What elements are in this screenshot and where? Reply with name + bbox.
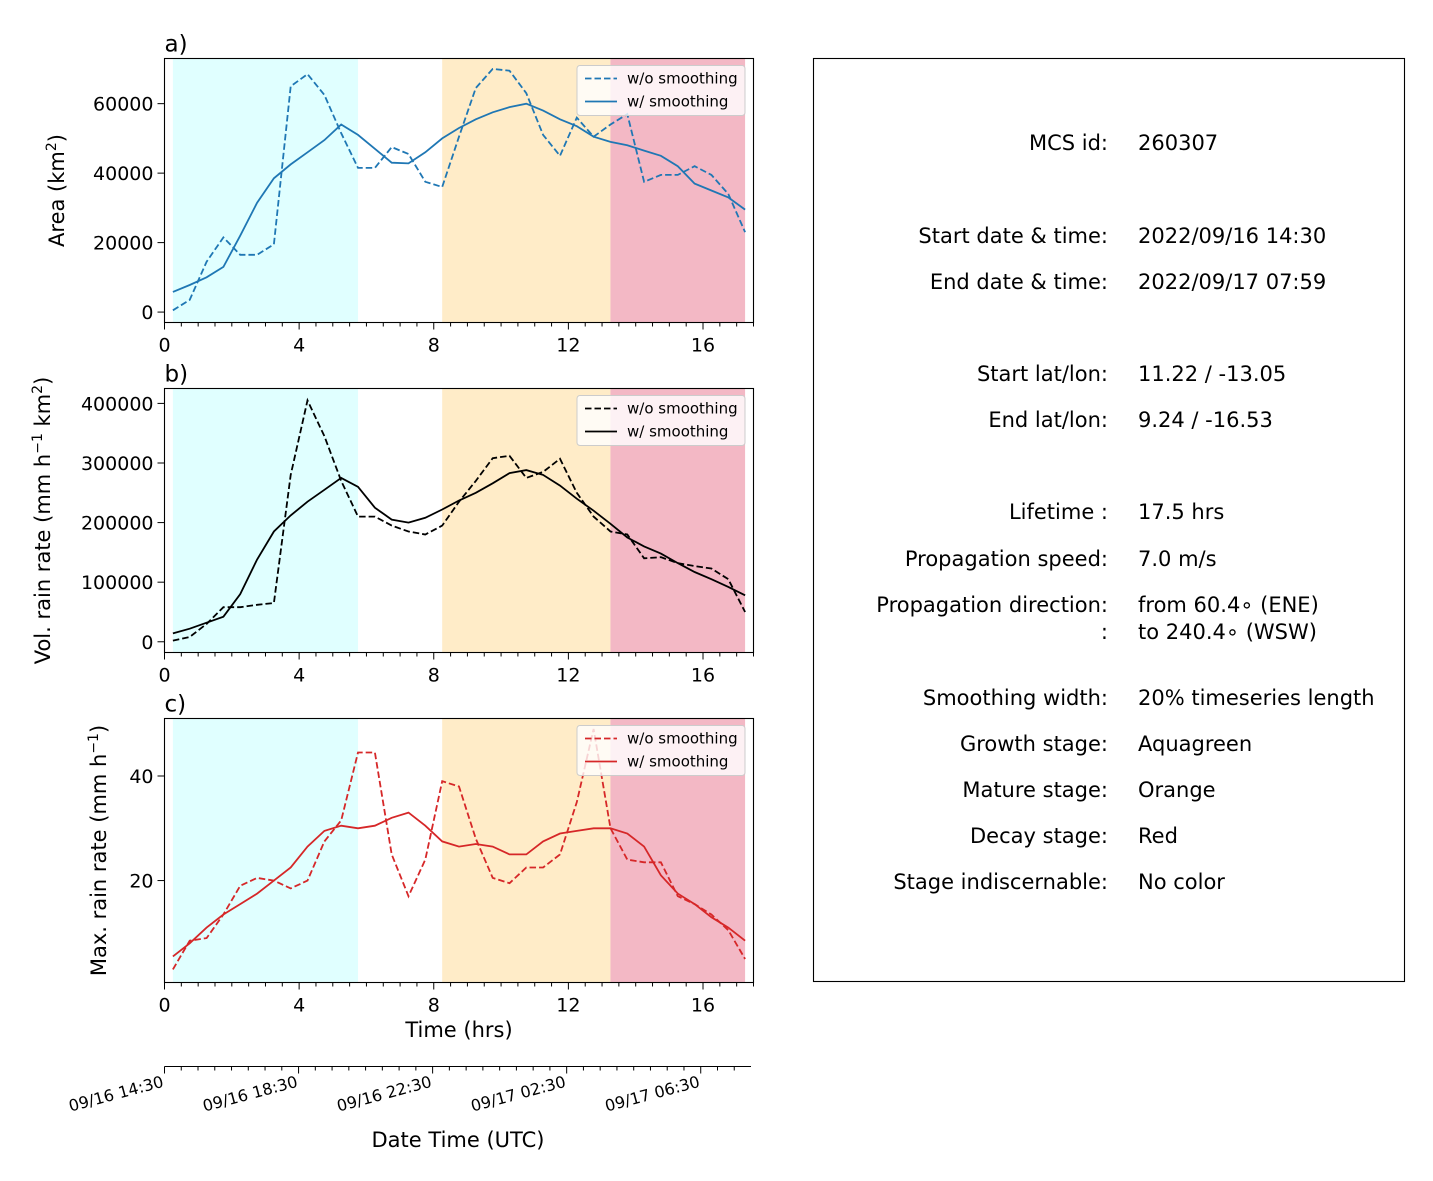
- legend-entry: w/o smoothing: [627, 70, 738, 88]
- y-tick-label: 60000: [93, 94, 153, 116]
- info-key: Start lat/lon:: [977, 362, 1108, 386]
- info-key: Smoothing width:: [923, 686, 1108, 710]
- smoothed-series-line: [172, 811, 746, 958]
- x-tick-label: 16: [691, 335, 715, 357]
- x-tick-label: 16: [691, 665, 715, 687]
- legend: w/o smoothing w/ smoothing: [576, 725, 746, 776]
- info-key: Mature stage:: [962, 778, 1108, 802]
- panel-3: 0 4 8 12 16 20 40 c) Max. rain rate (mm h−1) w/o …: [86, 692, 755, 1017]
- legend-entry: w/o smoothing: [627, 730, 738, 748]
- y-tick-label: 300000: [81, 453, 154, 475]
- x-tick-label: 8: [428, 665, 440, 687]
- x-tick-label: 16: [691, 995, 715, 1017]
- info-key: End date & time:: [930, 270, 1108, 294]
- legend-box: [576, 395, 746, 446]
- info-value: 11.22 / -13.05: [1138, 362, 1286, 386]
- legend-entry: w/ smoothing: [627, 423, 728, 441]
- info-key: MCS id:: [1029, 131, 1108, 155]
- panel-label: a): [165, 32, 188, 58]
- axes-frame: [163, 57, 755, 324]
- x-tick-label: 12: [556, 335, 580, 357]
- raw-series-line: [172, 67, 746, 312]
- info-key: Growth stage:: [960, 732, 1108, 756]
- info-key: End lat/lon:: [988, 408, 1108, 432]
- y-tick-label: 200000: [81, 513, 154, 535]
- info-value: 2022/09/16 14:30: [1138, 224, 1326, 248]
- y-axis-label: Area (km2): [44, 134, 69, 247]
- x-tick-label: 4: [293, 995, 305, 1017]
- growth-stage-span: [172, 718, 359, 983]
- info-value: 17.5 hrs: [1138, 500, 1224, 524]
- panel-label: b): [165, 362, 189, 388]
- info-value: Red: [1138, 824, 1178, 848]
- x-tick-label: 0: [158, 335, 170, 357]
- y-tick-label: 20: [129, 871, 153, 893]
- x-axis-label: Time (hrs): [404, 1018, 512, 1042]
- smoothed-series-line: [172, 102, 746, 293]
- info-value: 9.24 / -16.53: [1138, 408, 1273, 432]
- info-value: Aquagreen: [1138, 732, 1252, 756]
- x-tick-label: 12: [556, 995, 580, 1017]
- panel-1: 0 4 8 12 16 0 20000 40000 60000 a) Area (km2) w/o s…: [44, 32, 755, 357]
- info-key: Propagation speed:: [905, 547, 1108, 571]
- info-value: 7.0 m/s: [1138, 547, 1217, 571]
- info-key: Stage indiscernable:: [893, 870, 1108, 894]
- info-value: to 240.4∘ (WSW): [1138, 620, 1317, 644]
- datetime-axis: Time (hrs) 09/16 14:30 09/16 18:30 09/16 22…: [67, 1018, 751, 1152]
- y-tick-label: 20000: [93, 233, 153, 255]
- datetime-tick-label: 09/17 02:30: [469, 1072, 568, 1116]
- info-panel: MCS id: 260307 Start date & time: 2022/09/1…: [812, 57, 1406, 983]
- datetime-tick-label: 09/16 18:30: [201, 1072, 300, 1116]
- y-tick-label: 40: [129, 766, 153, 788]
- datetime-tick-label: 09/16 22:30: [335, 1072, 434, 1116]
- x-tick-label: 4: [293, 665, 305, 687]
- panel-2: 0 4 8 12 16 0 100000 200000 300000 400000 b) Vol. r…: [30, 362, 755, 687]
- datetime-tick-label: 09/17 06:30: [603, 1072, 702, 1116]
- y-tick-label: 40000: [93, 163, 153, 185]
- legend-entry: w/o smoothing: [627, 400, 738, 418]
- x-tick-label: 0: [158, 995, 170, 1017]
- info-value: 20% timeseries length: [1138, 686, 1375, 710]
- datetime-axis-label: Date Time (UTC): [372, 1128, 545, 1152]
- raw-series-line: [172, 728, 746, 970]
- info-key: Decay stage:: [970, 824, 1108, 848]
- x-tick-label: 8: [428, 335, 440, 357]
- y-tick-label: 0: [141, 632, 153, 654]
- panel-label: c): [165, 692, 187, 718]
- info-value: No color: [1138, 870, 1225, 894]
- axes-frame: [163, 717, 755, 984]
- datetime-tick-label: 09/16 14:30: [67, 1072, 166, 1116]
- raw-series-line: [172, 397, 746, 642]
- x-tick-label: 12: [556, 665, 580, 687]
- info-value: 2022/09/17 07:59: [1138, 270, 1326, 294]
- x-tick-label: 4: [293, 335, 305, 357]
- info-key: :: [1101, 620, 1108, 644]
- info-key: Propagation direction:: [876, 593, 1108, 617]
- smoothed-series-line: [172, 469, 746, 635]
- legend: w/o smoothing w/ smoothing: [576, 65, 746, 116]
- y-axis-label: Vol. rain rate (mm h−1 km2): [30, 377, 55, 665]
- x-tick-label: 0: [158, 665, 170, 687]
- info-key: Start date & time:: [918, 224, 1108, 248]
- growth-stage-span: [172, 388, 359, 653]
- y-tick-label: 400000: [81, 393, 154, 415]
- y-tick-label: 0: [141, 302, 153, 324]
- info-value: from 60.4∘ (ENE): [1138, 593, 1319, 617]
- legend-box: [576, 65, 746, 116]
- axes-frame: [163, 387, 755, 654]
- legend-entry: w/ smoothing: [627, 753, 728, 771]
- y-axis-label: Max. rain rate (mm h−1): [86, 725, 111, 976]
- legend-box: [576, 725, 746, 776]
- info-box: [812, 57, 1406, 983]
- legend: w/o smoothing w/ smoothing: [576, 395, 746, 446]
- y-tick-label: 100000: [81, 572, 154, 594]
- info-value: 260307: [1138, 131, 1218, 155]
- legend-entry: w/ smoothing: [627, 93, 728, 111]
- x-tick-label: 8: [428, 995, 440, 1017]
- info-value: Orange: [1138, 778, 1216, 802]
- info-key: Lifetime :: [1009, 500, 1108, 524]
